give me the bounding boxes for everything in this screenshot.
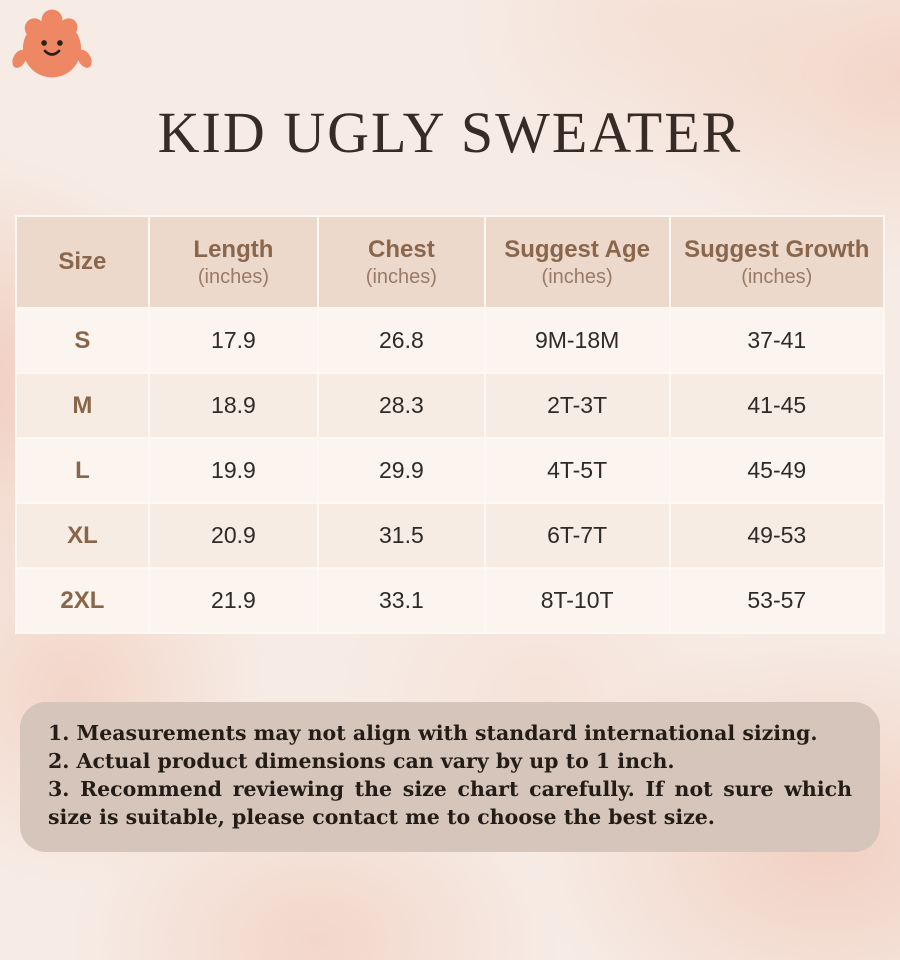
smiley-blob-mascot-icon bbox=[8, 4, 96, 87]
note-item-1: 1. Measurements may not align with stand… bbox=[48, 721, 818, 745]
column-sub-suggest-age: (inches) bbox=[541, 266, 613, 288]
size-chart-table: Size Length (inches) Chest (inches) Sugg… bbox=[15, 215, 886, 634]
column-label-suggest-age: Suggest Age bbox=[504, 236, 651, 263]
table-row-l: L 19.9 29.9 4T-5T 45-49 bbox=[15, 437, 886, 504]
table-row-m: M 18.9 28.3 2T-3T 41-45 bbox=[15, 372, 886, 439]
growth-cell: 41-45 bbox=[668, 372, 886, 439]
size-cell: M bbox=[15, 372, 150, 439]
header-cell-length: Length (inches) bbox=[147, 215, 320, 309]
table-row-2xl: 2XL 21.9 33.1 8T-10T 53-57 bbox=[15, 567, 886, 634]
growth-cell: 53-57 bbox=[668, 567, 886, 634]
column-label-chest: Chest bbox=[368, 236, 435, 263]
age-cell: 6T-7T bbox=[483, 502, 671, 569]
chest-cell: 33.1 bbox=[317, 567, 486, 634]
note-item-2: 2. Actual product dimensions can vary by… bbox=[48, 748, 675, 773]
notes-box: 1. Measurements may not align with stand… bbox=[20, 702, 880, 852]
chest-cell: 31.5 bbox=[317, 502, 486, 569]
chest-cell: 26.8 bbox=[317, 307, 486, 374]
header-cell-suggest-age: Suggest Age (inches) bbox=[483, 215, 671, 309]
size-cell: XL bbox=[15, 502, 150, 569]
size-cell: L bbox=[15, 437, 150, 504]
growth-cell: 49-53 bbox=[668, 502, 886, 569]
growth-cell: 45-49 bbox=[668, 437, 886, 504]
column-sub-chest: (inches) bbox=[365, 266, 437, 288]
size-cell: 2XL bbox=[15, 567, 150, 634]
header-cell-suggest-growth: Suggest Growth (inches) bbox=[668, 215, 886, 309]
column-sub-suggest-growth: (inches) bbox=[741, 266, 813, 288]
header-cell-chest: Chest (inches) bbox=[317, 215, 486, 309]
page-title: KID UGLY SWEATER bbox=[157, 99, 743, 165]
length-cell: 20.9 bbox=[147, 502, 320, 569]
mascot-svg bbox=[12, 9, 92, 78]
table-row-xl: XL 20.9 31.5 6T-7T 49-53 bbox=[15, 502, 886, 569]
chest-cell: 28.3 bbox=[317, 372, 486, 439]
length-cell: 19.9 bbox=[147, 437, 320, 504]
growth-cell: 37-41 bbox=[668, 307, 886, 374]
header-cell-size: Size bbox=[15, 215, 150, 309]
age-cell: 4T-5T bbox=[483, 437, 671, 504]
length-cell: 18.9 bbox=[147, 372, 320, 439]
age-cell: 2T-3T bbox=[483, 372, 671, 439]
note-item-3: 3. Recommend reviewing the size chart ca… bbox=[48, 776, 852, 829]
table-row-s: S 17.9 26.8 9M-18M 37-41 bbox=[15, 307, 886, 374]
length-cell: 21.9 bbox=[147, 567, 320, 634]
column-label-suggest-growth: Suggest Growth bbox=[684, 236, 870, 263]
age-cell: 8T-10T bbox=[483, 567, 671, 634]
chest-cell: 29.9 bbox=[317, 437, 486, 504]
size-cell: S bbox=[15, 307, 150, 374]
column-sub-length: (inches) bbox=[197, 266, 269, 288]
column-label-size: Size bbox=[58, 248, 107, 275]
column-label-length: Length bbox=[193, 236, 274, 263]
age-cell: 9M-18M bbox=[483, 307, 671, 374]
table-header-row: Size Length (inches) Chest (inches) Sugg… bbox=[15, 215, 886, 309]
length-cell: 17.9 bbox=[147, 307, 320, 374]
